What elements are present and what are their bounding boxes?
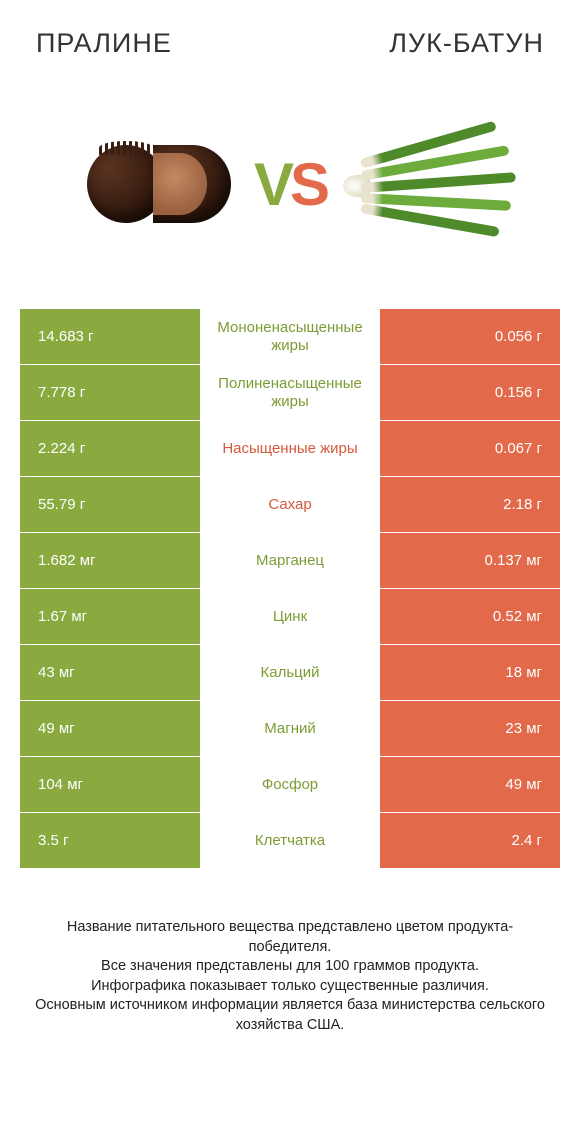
right-value: 0.056 г	[380, 309, 560, 364]
table-row: 7.778 гПолиненасыщенные жиры0.156 г	[20, 365, 560, 420]
left-value: 1.67 мг	[20, 589, 200, 644]
right-value: 23 мг	[380, 701, 560, 756]
footer-notes: Название питательного вещества представл…	[28, 918, 552, 1035]
left-value: 2.224 г	[20, 421, 200, 476]
table-row: 104 мгФосфор49 мг	[20, 757, 560, 812]
table-row: 1.67 мгЦинк0.52 мг	[20, 589, 560, 644]
left-value: 7.778 г	[20, 365, 200, 420]
nutrient-label: Марганец	[200, 533, 380, 588]
left-value: 104 мг	[20, 757, 200, 812]
footer-line: Основным источником информации является …	[28, 996, 552, 1035]
vs-label: VS	[254, 150, 326, 219]
table-row: 2.224 гНасыщенные жиры0.067 г	[20, 421, 560, 476]
footer-line: Все значения представлены для 100 граммо…	[28, 957, 552, 977]
nutrient-label: Сахар	[200, 477, 380, 532]
right-value: 0.52 мг	[380, 589, 560, 644]
left-value: 3.5 г	[20, 813, 200, 868]
left-value: 43 мг	[20, 645, 200, 700]
nutrient-label: Полиненасыщенные жиры	[200, 365, 380, 420]
left-value: 55.79 г	[20, 477, 200, 532]
nutrient-label: Цинк	[200, 589, 380, 644]
header: ПРАЛИНЕ ЛУК-БАТУН	[0, 0, 580, 59]
nutrient-label: Мононенасыщенные жиры	[200, 309, 380, 364]
hero: VS	[0, 99, 580, 269]
table-row: 49 мгМагний23 мг	[20, 701, 560, 756]
right-value: 0.067 г	[380, 421, 560, 476]
table-row: 14.683 гМононенасыщенные жиры0.056 г	[20, 309, 560, 364]
table-row: 55.79 гСахар2.18 г	[20, 477, 560, 532]
table-row: 3.5 гКлетчатка2.4 г	[20, 813, 560, 868]
left-value: 14.683 г	[20, 309, 200, 364]
nutrient-label: Клетчатка	[200, 813, 380, 868]
nutrient-label: Кальций	[200, 645, 380, 700]
footer-line: Название питательного вещества представл…	[28, 918, 552, 957]
right-value: 49 мг	[380, 757, 560, 812]
right-value: 2.18 г	[380, 477, 560, 532]
right-value: 18 мг	[380, 645, 560, 700]
table-row: 1.682 мгМарганец0.137 мг	[20, 533, 560, 588]
title-right: ЛУК-БАТУН	[389, 28, 544, 59]
table-row: 43 мгКальций18 мг	[20, 645, 560, 700]
praline-image	[74, 119, 244, 249]
vs-v: V	[254, 151, 290, 218]
vs-s: S	[290, 151, 326, 218]
nutrient-label: Магний	[200, 701, 380, 756]
comparison-table: 14.683 гМононенасыщенные жиры0.056 г7.77…	[20, 309, 560, 868]
nutrient-label: Фосфор	[200, 757, 380, 812]
left-value: 49 мг	[20, 701, 200, 756]
praline-cut-icon	[153, 145, 231, 223]
right-value: 0.137 мг	[380, 533, 560, 588]
scallion-image	[336, 119, 506, 249]
title-left: ПРАЛИНЕ	[36, 28, 172, 59]
nutrient-label: Насыщенные жиры	[200, 421, 380, 476]
right-value: 2.4 г	[380, 813, 560, 868]
footer-line: Инфографика показывает только существенн…	[28, 977, 552, 997]
left-value: 1.682 мг	[20, 533, 200, 588]
right-value: 0.156 г	[380, 365, 560, 420]
